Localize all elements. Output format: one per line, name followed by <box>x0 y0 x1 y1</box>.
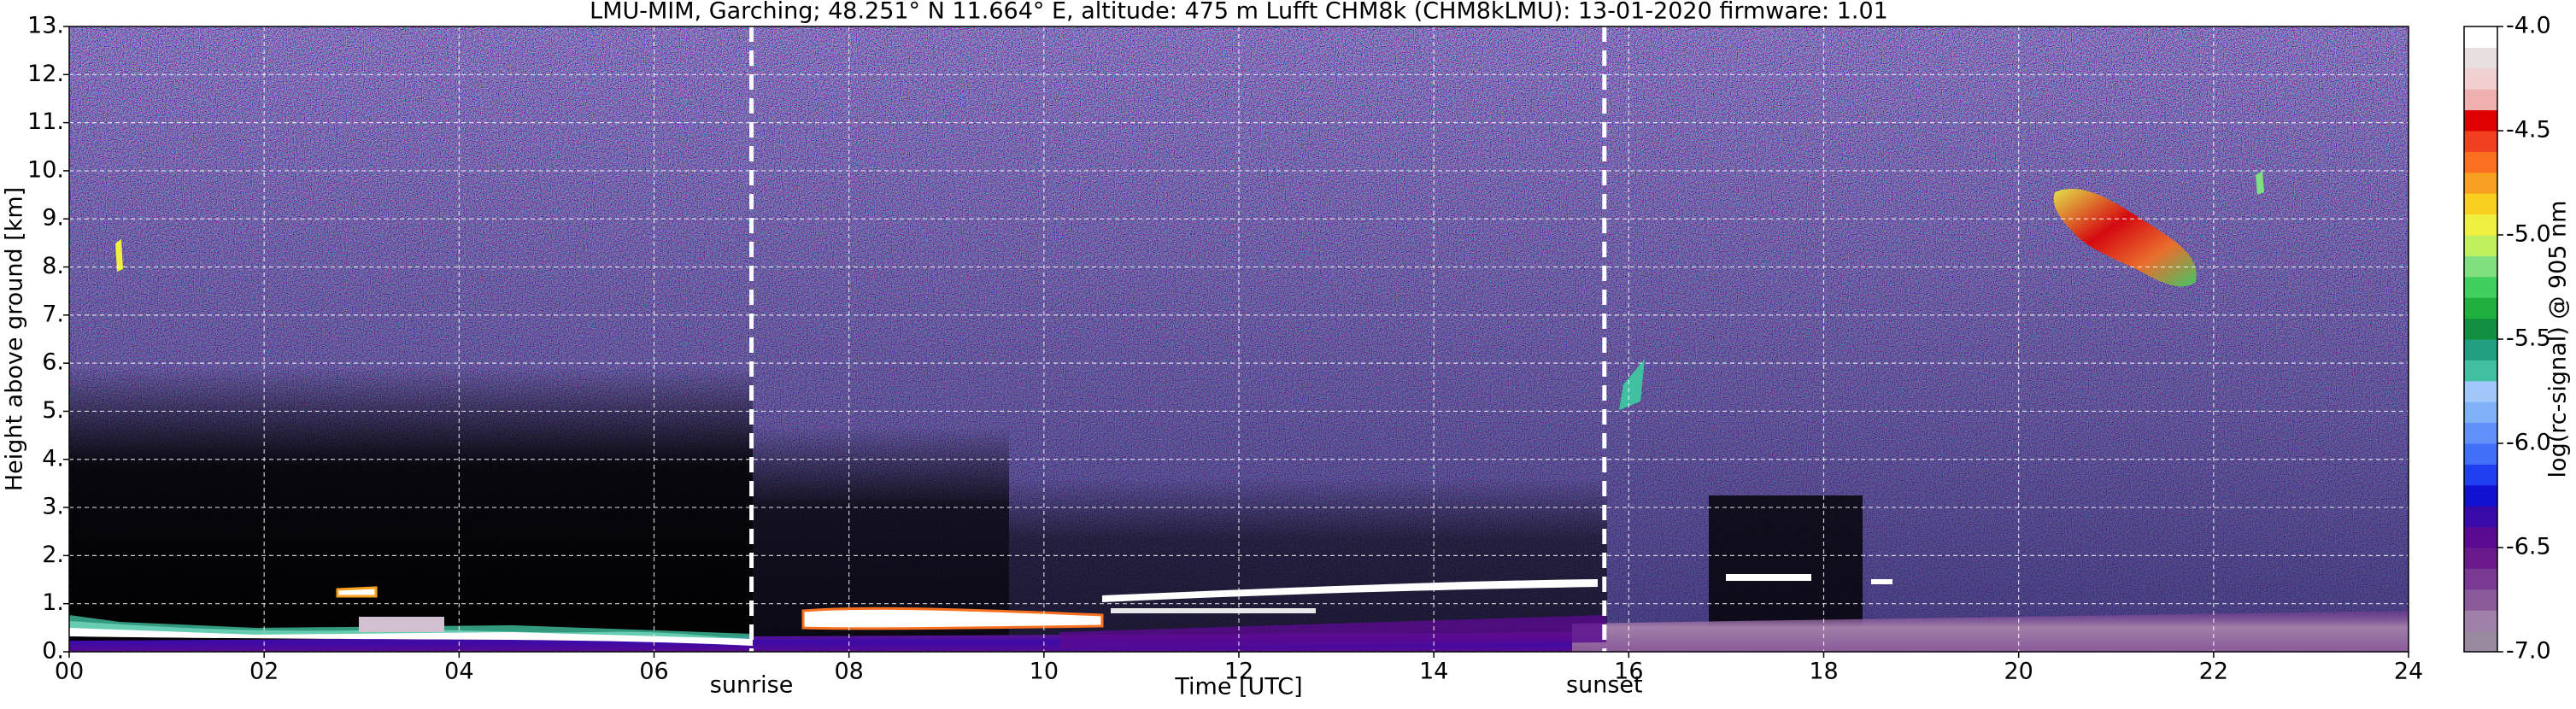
x-tick-label: 24 <box>2394 659 2423 685</box>
colorbar-tick-label: -6.5 <box>2506 534 2551 560</box>
y-tick-label: 1. <box>42 589 64 616</box>
x-tick-label: 06 <box>639 659 668 685</box>
y-tick-label: 9. <box>42 205 64 231</box>
colorbar-segment <box>2464 67 2497 90</box>
colorbar-segment <box>2464 526 2497 548</box>
x-tick-label: 20 <box>2004 659 2033 685</box>
colorbar-segment <box>2464 360 2497 382</box>
x-tick-label: 08 <box>834 659 863 685</box>
colorbar-segment <box>2464 47 2497 69</box>
x-tick-label: 02 <box>249 659 279 685</box>
colorbar-segment <box>2464 318 2497 340</box>
colorbar-segment <box>2464 214 2497 236</box>
y-tick-label: 7. <box>42 301 64 327</box>
y-tick-label: 13. <box>27 13 64 39</box>
colorbar-tick-label: -4.5 <box>2506 117 2551 144</box>
colorbar-segment <box>2464 548 2497 569</box>
colorbar-segment <box>2464 401 2497 424</box>
colorbar-segment <box>2464 297 2497 319</box>
x-tick-label: 00 <box>55 659 84 685</box>
x-tick-label: 12 <box>1224 659 1253 685</box>
colorbar-segment <box>2464 484 2497 507</box>
colorbar-segment <box>2464 610 2497 632</box>
x-tick-label: 18 <box>1809 659 1838 685</box>
colorbar-segment <box>2464 630 2497 653</box>
y-tick-label: 2. <box>42 542 64 568</box>
y-tick-label: 11. <box>27 108 64 135</box>
colorbar-segment <box>2464 235 2497 256</box>
y-axis-label: Height above ground [km] <box>2 187 28 491</box>
y-tick-label: 4. <box>42 445 64 472</box>
colorbar-segment <box>2464 131 2497 152</box>
axes: 00 02 04 06 08 10 12 14 16 18 20 22 24 0. 1. 2. 3. 4. 5. 6.… <box>27 13 2423 699</box>
colorbar-tick-label: -6.0 <box>2506 430 2551 456</box>
y-tick-label: 8. <box>42 253 64 279</box>
x-tick-label: 14 <box>1419 659 1448 685</box>
colorbar-tick-label: -4.0 <box>2506 13 2551 39</box>
x-tick-label: 04 <box>444 659 473 685</box>
colorbar-segment <box>2464 255 2497 278</box>
colorbar-segment <box>2464 193 2497 215</box>
x-tick-label: 22 <box>2199 659 2228 685</box>
colorbar-segment <box>2464 443 2497 465</box>
annotation-label: sunset <box>1566 672 1643 699</box>
colorbar-segment <box>2464 151 2497 173</box>
y-tick-label: 6. <box>42 349 64 376</box>
colorbar-segment <box>2464 589 2497 611</box>
annotation-label: sunrise <box>710 672 794 699</box>
chart-title: LMU-MIM, Garching; 48.251° N 11.664° E, … <box>590 0 1888 25</box>
colorbar-segment <box>2464 506 2497 528</box>
colorbar-segment <box>2464 172 2497 194</box>
colorbar-segment <box>2464 422 2497 444</box>
colorbar-label: log(rc-signal) @ 905 nm <box>2545 201 2572 478</box>
y-tick-label: 10. <box>27 156 64 183</box>
colorbar-segment <box>2464 89 2497 111</box>
x-tick-label: 16 <box>1614 659 1643 685</box>
y-tick-label: 12. <box>27 61 64 87</box>
colorbar-segment <box>2464 26 2497 48</box>
colorbar-tick-label: -7.0 <box>2506 638 2551 665</box>
y-tick-label: 3. <box>42 494 64 520</box>
colorbar-segment <box>2464 276 2497 298</box>
plot-frame <box>68 26 2409 653</box>
colorbar-segment <box>2464 464 2497 486</box>
colorbar-segment <box>2464 380 2497 402</box>
colorbar-segment <box>2464 109 2497 132</box>
colorbar-tick-label: -5.0 <box>2506 221 2551 248</box>
y-tick-label: 0. <box>42 638 64 665</box>
colorbar-segment <box>2464 568 2497 590</box>
colorbar-segment <box>2464 339 2497 360</box>
colorbar-tick-label: -5.5 <box>2506 325 2551 352</box>
y-tick-label: 5. <box>42 397 64 424</box>
x-tick-label: 10 <box>1030 659 1059 685</box>
x-axis-label: Time [UTC] <box>1174 674 1302 700</box>
